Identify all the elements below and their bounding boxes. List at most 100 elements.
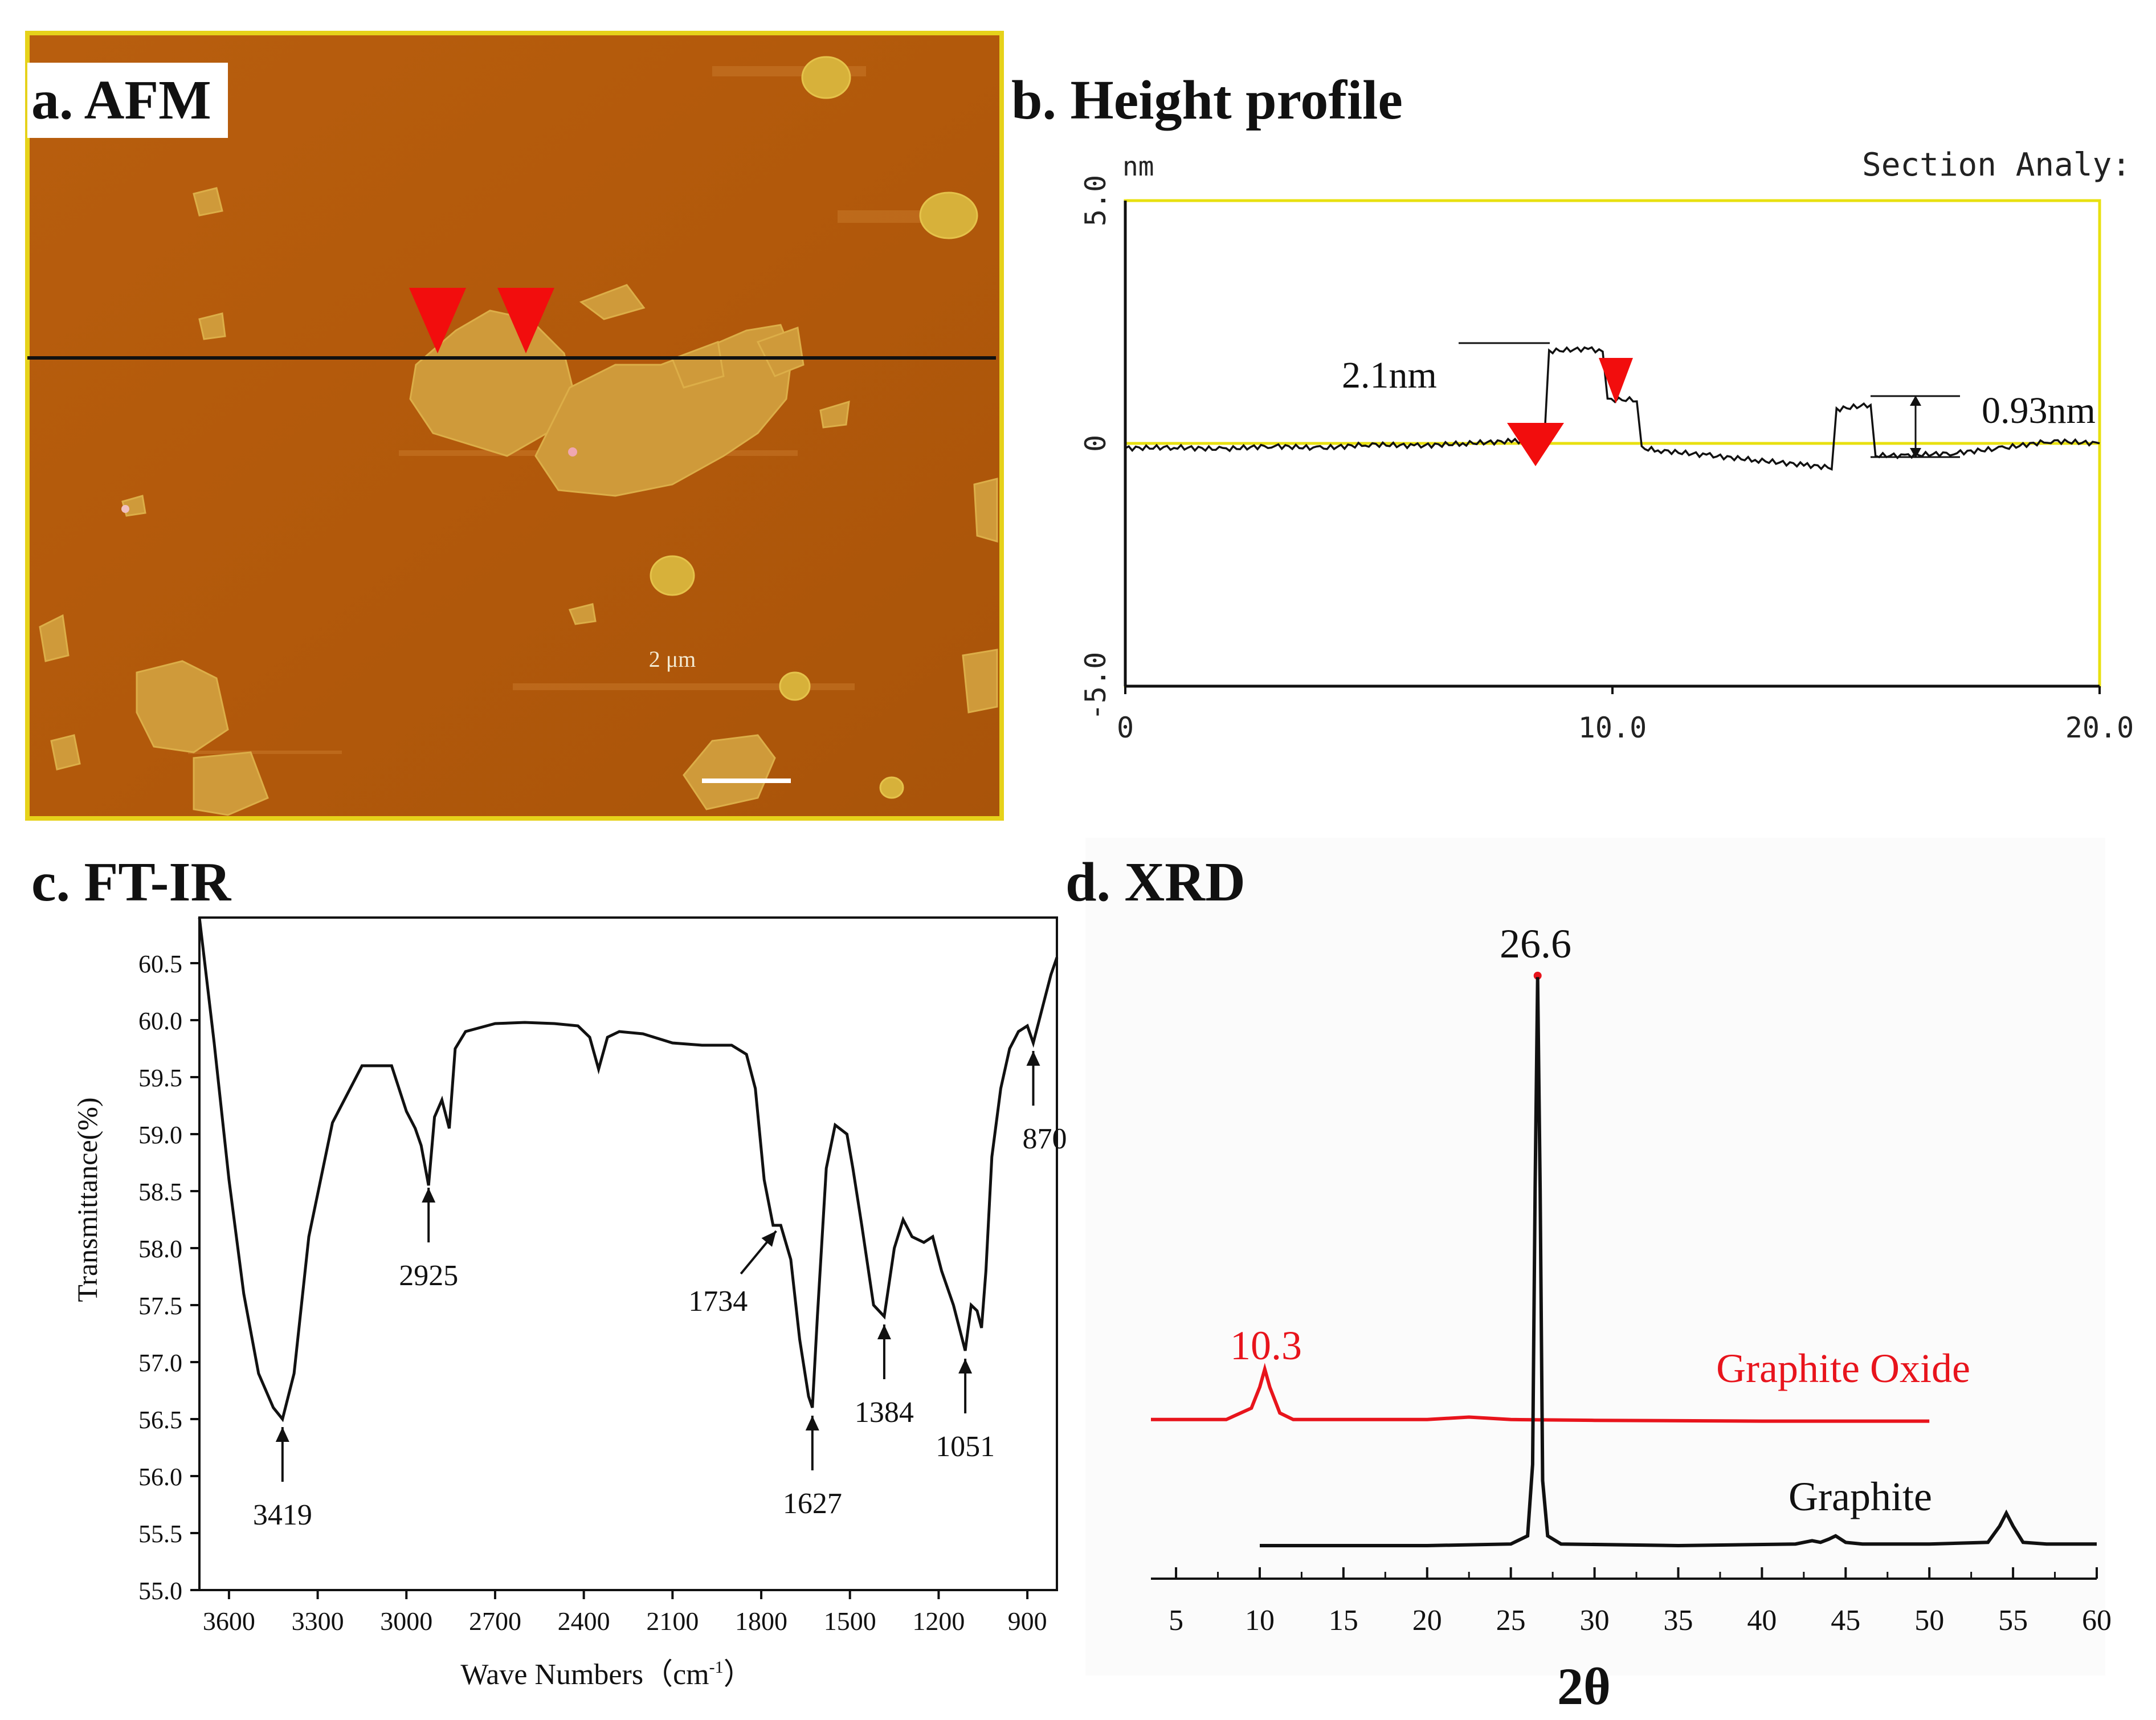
ftir-x-tick: 1200 [912,1607,965,1636]
ftir-peak-label: 1051 [936,1430,995,1463]
ftir-ylabel: Transmittance(%) [71,1097,103,1302]
profile-x-tick: 0 [1117,711,1134,744]
afm-panel: 2 μm a. AFM [25,31,1004,821]
ftir-y-tick: 60.0 [138,1007,182,1035]
ftir-y-tick: 60.5 [138,950,182,978]
ftir-y-tick: 59.0 [138,1121,182,1149]
xrd-x-tick: 45 [1831,1604,1860,1637]
ftir-peak-arrowhead [958,1359,973,1373]
ftir-series-line [198,917,1059,1423]
ftir-x-tick: 1800 [735,1607,787,1636]
panel-c-title: c. FT-IR [31,851,232,913]
ftir-y-tick: 57.5 [138,1292,182,1320]
ftir-x-tick: 2400 [558,1607,610,1636]
ftir-peak-label: 1734 [688,1285,748,1318]
xrd-x-tick: 30 [1580,1604,1610,1637]
ftir-peak-label: 3419 [253,1499,312,1531]
xrd-peak-label-26-6: 26.6 [1500,921,1571,967]
ftir-y-tick: 55.5 [138,1520,182,1548]
ftir-x-tick: 3600 [203,1607,255,1636]
profile-header-right: Section Analy: [1862,146,2131,184]
profile-step2-arrowhead-down [1910,448,1921,458]
ftir-x-tick: 3000 [380,1607,432,1636]
xrd-x-tick: 35 [1663,1604,1693,1637]
ftir-x-tick: 3300 [292,1607,344,1636]
ftir-y-tick: 56.0 [138,1463,182,1491]
afm-marker-2 [497,288,554,353]
xrd-legend-graphite: Graphite [1788,1474,1932,1519]
profile-marker-2 [1599,358,1633,403]
ftir-y-tick: 56.5 [138,1406,182,1434]
height-profile-panel: b. Height profile nm Section Analy: 0 10.… [1011,70,2134,744]
ftir-y-tick: 55.0 [138,1577,182,1605]
xrd-graphite-line [1260,977,2097,1548]
profile-marker-1 [1507,423,1564,466]
profile-series-line [1125,346,2100,471]
xrd-peak-label-10-3: 10.3 [1230,1323,1302,1368]
profile-y-tick: -5.0 [1079,652,1112,720]
xrd-background [1085,838,2105,1676]
ftir-peak-label: 870 [1022,1123,1067,1155]
panel-a-title: a. AFM [31,70,211,131]
afm-scale-label: 2 μm [649,646,696,672]
xrd-legend-graphite-oxide: Graphite Oxide [1716,1346,1970,1391]
ftir-ticks: 3600 3300 3000 2700 2400 2100 1800 1500 1200 900 5… [138,950,1047,1636]
xrd-x-tick: 60 [2082,1604,2112,1637]
profile-y-tick: 0 [1079,435,1112,452]
afm-bright-spot [568,447,577,457]
xrd-ticks: 5 10 15 20 25 30 35 40 45 50 55 60 [1169,972,2112,1637]
afm-bright-spot-2 [121,505,129,513]
ftir-xlabel-main: Wave Numbers（cm [460,1658,709,1691]
ftir-peak-label: 2925 [399,1260,458,1292]
ftir-x-tick: 2100 [646,1607,699,1636]
ftir-peak-labels: 3419 2925 1734 1627 1384 1051 870 [253,1051,1067,1531]
ftir-xlabel-end: ） [724,1658,753,1691]
profile-y-tick: 5.0 [1079,175,1112,226]
ftir-peak-label: 1384 [855,1396,914,1429]
profile-ticks: 0 10.0 20.05.00-5.0 [1079,175,2134,744]
panel-b-title: b. Height profile [1011,70,1403,131]
profile-unit-label: nm [1122,151,1154,182]
xrd-xlabel: 2θ [1557,1657,1611,1715]
ftir-peak-arrowhead [805,1416,819,1430]
xrd-x-tick: 20 [1412,1604,1442,1637]
ftir-peak-arrowhead [877,1324,891,1339]
afm-flakes [39,187,998,816]
ftir-xlabel: Wave Numbers（cm-1） [460,1658,753,1691]
panel-d-title: d. XRD [1065,851,1246,913]
xrd-x-tick: 5 [1169,1604,1183,1637]
ftir-y-tick: 58.5 [138,1178,182,1206]
xrd-x-tick: 55 [1998,1604,2028,1637]
profile-x-tick: 20.0 [2065,711,2134,744]
afm-particles [650,56,978,799]
ftir-peak-arrowhead [422,1188,436,1203]
profile-step2-arrowhead-up [1910,396,1921,406]
ftir-peak-arrowhead [761,1231,777,1247]
xrd-x-tick: 10 [1245,1604,1275,1637]
xrd-x-tick: 50 [1914,1604,1944,1637]
ftir-y-tick: 57.0 [138,1349,182,1377]
ftir-y-tick: 59.5 [138,1064,182,1092]
ftir-peak-arrowhead [275,1427,289,1442]
ftir-x-tick: 1500 [824,1607,876,1636]
xrd-x-tick: 15 [1329,1604,1358,1637]
ftir-peak-arrowhead [1026,1051,1040,1066]
ftir-x-tick: 900 [1008,1607,1047,1636]
ftir-y-tick: 58.0 [138,1235,182,1263]
ftir-xlabel-sup: -1 [709,1658,724,1677]
ftir-x-tick: 2700 [469,1607,521,1636]
xrd-peak-marker [1533,972,1542,980]
xrd-x-tick: 40 [1747,1604,1777,1637]
ftir-frame [198,916,1058,1591]
afm-marker-1 [409,288,466,353]
panel-a-label-bg [27,63,228,138]
ftir-panel: c. FT-IR 3600 3300 3000 2700 2400 2100 1800 150… [31,851,1067,1691]
profile-annotation-step2: 0.93nm [1982,390,2096,431]
profile-x-tick: 10.0 [1578,711,1647,744]
xrd-panel: d. XRD 5 10 15 20 25 30 35 40 45 50 55 60 26.6 10.3… [1065,838,2112,1715]
ftir-peak-label: 1627 [783,1487,842,1520]
xrd-graphite-oxide-line [1151,1363,1930,1423]
xrd-x-tick: 25 [1496,1604,1526,1637]
profile-annotation-step1: 2.1nm [1342,354,1437,396]
